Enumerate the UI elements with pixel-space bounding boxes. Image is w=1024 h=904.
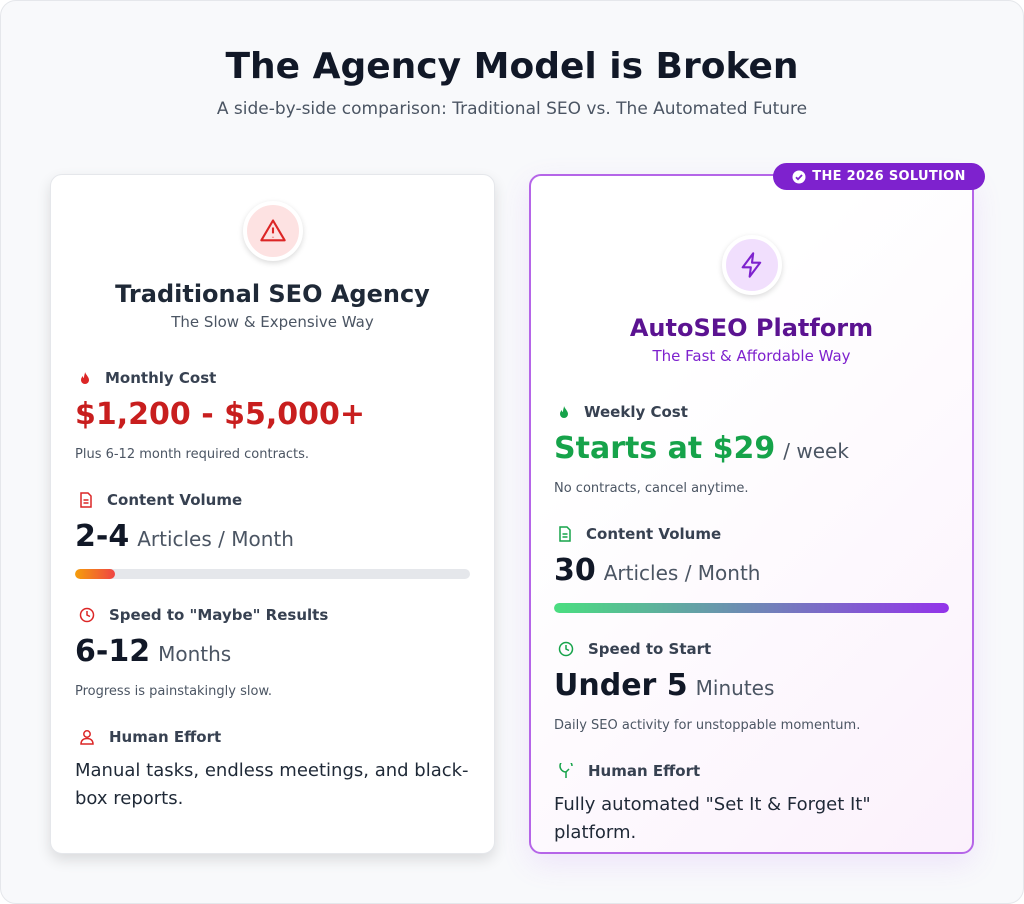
label-row: Human Effort: [75, 727, 470, 747]
section-value: 30: [554, 553, 596, 588]
section-unit: Minutes: [695, 676, 775, 700]
label-row: Speed to Start: [554, 639, 949, 659]
section-text: Manual tasks, endless meetings, and blac…: [75, 760, 469, 809]
section-label: Human Effort: [588, 762, 701, 780]
card-subtitle: The Fast & Affordable Way: [652, 347, 851, 365]
section: Monthly Cost $1,200 - $5,000+ Plus 6-12 …: [75, 368, 470, 464]
section-label: Monthly Cost: [105, 369, 217, 387]
section-text: Fully automated "Set It & Forget It" pla…: [554, 794, 871, 843]
section-note: Plus 6-12 month required contracts.: [75, 447, 310, 462]
section-unit: Articles / Month: [137, 527, 294, 551]
section: Speed to "Maybe" Results 6-12 Months Prog…: [75, 605, 470, 701]
label-row: Weekly Cost: [554, 402, 949, 422]
label-row: Monthly Cost: [75, 368, 470, 388]
section-value: Starts at $29: [554, 431, 776, 466]
progress-bar: [75, 569, 470, 579]
section-label: Content Volume: [107, 491, 243, 509]
section-value: 2-4: [75, 519, 130, 554]
section: Weekly Cost Starts at $29 / week No contr…: [554, 402, 949, 498]
page-subtitle: A side-by-side comparison: Traditional S…: [216, 99, 808, 119]
card-title: AutoSEO Platform: [629, 314, 874, 342]
section: Human Effort Manual tasks, endless meeti…: [75, 727, 470, 813]
section-unit: Months: [158, 642, 232, 666]
section-unit: / week: [783, 439, 849, 463]
card: AutoSEO Platform The Fast & Affordable W…: [529, 174, 974, 854]
section: Content Volume 2-4 Articles / Month: [75, 490, 470, 579]
section-label: Speed to Start: [588, 640, 712, 658]
section-label: Human Effort: [109, 728, 222, 746]
section-label: Content Volume: [586, 525, 722, 543]
section-value: $1,200 - $5,000+: [75, 397, 366, 432]
section: Content Volume 30 Articles / Month: [554, 524, 949, 613]
card: Traditional SEO Agency The Slow & Expens…: [50, 174, 495, 854]
progress-bar: [554, 603, 949, 613]
section-note: Progress is painstakingly slow.: [75, 684, 273, 699]
section-label: Speed to "Maybe" Results: [109, 606, 329, 624]
label-row: Content Volume: [75, 490, 470, 510]
badge: THE 2026 SOLUTION: [773, 163, 985, 190]
section-label: Weekly Cost: [584, 403, 688, 421]
card-title: Traditional SEO Agency: [115, 280, 430, 308]
section-note: No contracts, cancel anytime.: [554, 481, 749, 496]
section-note: Daily SEO activity for unstoppable momen…: [554, 718, 861, 733]
section-unit: Articles / Month: [603, 561, 761, 585]
label-row: Speed to "Maybe" Results: [75, 605, 470, 625]
icon: [721, 235, 782, 295]
section: Speed to Start Under 5 Minutes Daily SEO …: [554, 639, 949, 735]
badge-text: THE 2026 SOLUTION: [812, 169, 966, 184]
section-value: Under 5: [554, 668, 688, 703]
page-title: The Agency Model is Broken: [225, 46, 799, 87]
icon: [242, 201, 303, 261]
section-value: 6-12: [75, 634, 151, 669]
label-row: Content Volume: [554, 524, 949, 544]
section: Human Effort Fully automated "Set It & F…: [554, 761, 949, 847]
card-subtitle: The Slow & Expensive Way: [171, 313, 374, 331]
label-row: Human Effort: [554, 761, 949, 781]
